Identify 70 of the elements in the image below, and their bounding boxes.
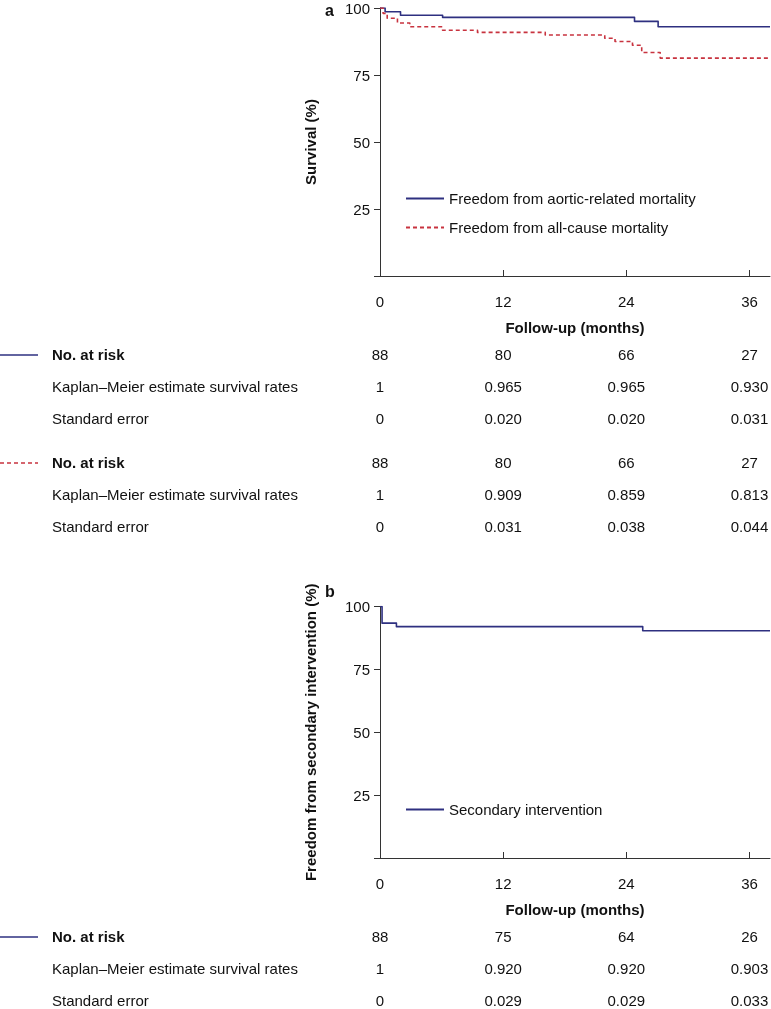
text: 1 [375, 486, 385, 504]
y-tick-label: 75 [353, 66, 370, 84]
text: 75 [494, 928, 512, 946]
text: 0.859 [607, 486, 646, 504]
text: 64 [617, 928, 635, 946]
text: 0.031 [730, 410, 769, 428]
x-tick-label: 24 [617, 875, 635, 892]
text: Standard error [52, 410, 149, 428]
text: 0 [375, 992, 385, 1009]
text: 0.020 [607, 410, 646, 428]
text: 27 [741, 346, 758, 364]
text: Standard error [52, 518, 149, 536]
text: 0.020 [484, 410, 522, 428]
text: 88 [371, 454, 389, 472]
x-tick-label: 12 [494, 875, 512, 892]
text: 1 [375, 960, 385, 978]
x-axis-title: Follow-up (months) [505, 901, 645, 918]
chart-title: a [325, 2, 334, 20]
text: 0.031 [484, 518, 522, 536]
y-tick-label: 75 [353, 660, 370, 678]
text: 66 [617, 454, 635, 472]
text: 0.965 [607, 378, 646, 396]
x-tick-label: 0 [375, 875, 385, 892]
y-tick-label: 100 [344, 0, 370, 17]
text: 27 [741, 454, 758, 472]
text: Kaplan–Meier estimate survival rates [52, 960, 298, 978]
text: 0.930 [730, 378, 769, 396]
text: 0.813 [730, 486, 769, 504]
text: 1 [375, 378, 385, 396]
text: No. at risk [52, 346, 125, 364]
text: 0.029 [484, 992, 522, 1009]
text: 88 [371, 346, 389, 364]
y-axis-title: Survival (%) [301, 99, 319, 185]
text: 0.909 [484, 486, 522, 504]
x-axis-title: Follow-up (months) [505, 319, 645, 336]
text: 0.033 [730, 992, 769, 1009]
text: 0.903 [730, 960, 769, 978]
text: Kaplan–Meier estimate survival rates [52, 486, 298, 504]
y-tick-label: 100 [344, 598, 370, 616]
text: Kaplan–Meier estimate survival rates [52, 378, 298, 396]
x-tick-label: 36 [741, 875, 758, 892]
y-tick-label: 25 [353, 200, 370, 218]
text: Standard error [52, 992, 149, 1009]
chart-title: b [325, 583, 335, 601]
y-axis-title: Freedom from secondary intervention (%) [301, 583, 319, 882]
text: 26 [741, 928, 758, 946]
text: 0.965 [484, 378, 522, 396]
text: 0.920 [607, 960, 646, 978]
text: 66 [617, 346, 635, 364]
y-tick-label: 50 [353, 723, 370, 741]
text: 0.044 [730, 518, 769, 536]
legend-label: Freedom from all-cause mortality [449, 219, 669, 236]
text: 0.038 [607, 518, 646, 536]
text: 0 [375, 410, 385, 428]
x-tick-label: 36 [741, 293, 758, 310]
y-tick-label: 50 [353, 133, 370, 151]
x-tick-label: 0 [375, 293, 385, 310]
text: 80 [494, 346, 512, 364]
x-tick-label: 24 [617, 293, 635, 310]
legend-label: Freedom from aortic-related mortality [449, 190, 697, 207]
text: 0.920 [484, 960, 522, 978]
x-tick-label: 12 [494, 293, 512, 310]
text: 88 [371, 928, 389, 946]
legend-label: Secondary intervention [449, 801, 603, 818]
text: 0 [375, 518, 385, 536]
text: No. at risk [52, 454, 125, 472]
text: 80 [494, 454, 512, 472]
text: No. at risk [52, 928, 125, 946]
text: 0.029 [607, 992, 646, 1009]
y-tick-label: 25 [353, 786, 370, 804]
